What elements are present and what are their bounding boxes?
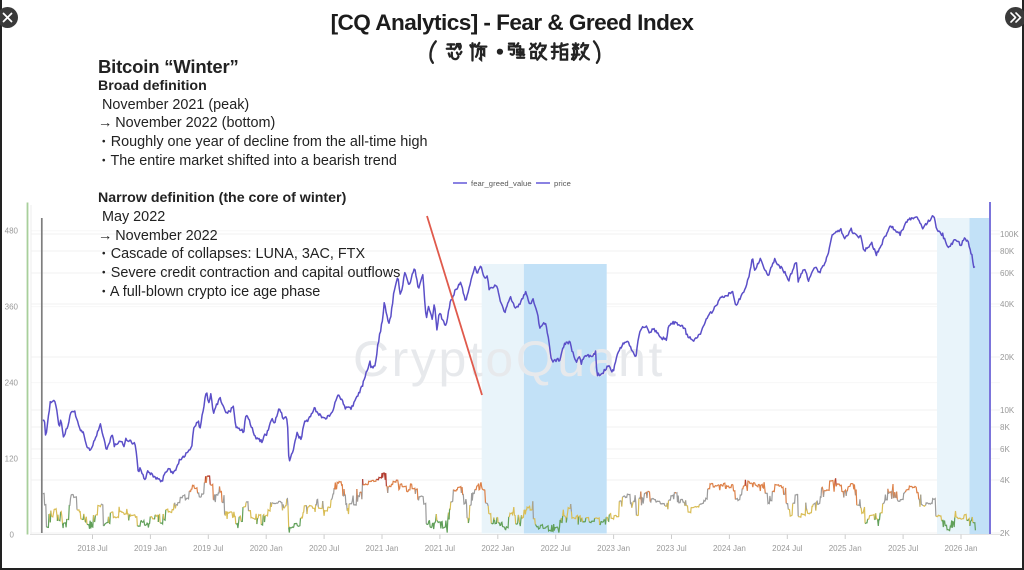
svg-text:240: 240 [5,379,19,388]
svg-text:2024 Jul: 2024 Jul [772,544,802,553]
svg-text:2024 Jan: 2024 Jan [713,544,746,553]
svg-text:2021 Jul: 2021 Jul [425,544,455,553]
svg-text:120: 120 [5,455,19,464]
svg-text:2025 Jan: 2025 Jan [829,544,862,553]
svg-text:20K: 20K [1000,353,1015,362]
svg-text:100K: 100K [1000,230,1019,239]
svg-text:2019 Jul: 2019 Jul [193,544,223,553]
svg-text:2025 Jul: 2025 Jul [888,544,918,553]
svg-text:price: price [554,179,571,188]
svg-text:2018 Jul: 2018 Jul [77,544,107,553]
svg-text:2026 Jan: 2026 Jan [945,544,978,553]
svg-text:40K: 40K [1000,300,1015,309]
svg-text:80K: 80K [1000,247,1015,256]
svg-text:2020 Jul: 2020 Jul [309,544,339,553]
svg-text:480: 480 [5,227,19,236]
svg-text:4K: 4K [1000,476,1010,485]
svg-text:2K: 2K [1000,529,1010,538]
svg-text:10K: 10K [1000,406,1015,415]
svg-text:CryptoQuant: CryptoQuant [353,331,665,387]
svg-text:2019 Jan: 2019 Jan [134,544,167,553]
svg-text:2023 Jan: 2023 Jan [597,544,630,553]
svg-text:2023 Jul: 2023 Jul [656,544,686,553]
svg-text:6K: 6K [1000,445,1010,454]
svg-text:360: 360 [5,303,19,312]
svg-text:0: 0 [10,531,15,540]
svg-text:fear_greed_value: fear_greed_value [471,179,532,188]
svg-text:2022 Jul: 2022 Jul [541,544,571,553]
svg-text:60K: 60K [1000,269,1015,278]
svg-text:8K: 8K [1000,423,1010,432]
svg-text:2020 Jan: 2020 Jan [250,544,283,553]
svg-text:2021 Jan: 2021 Jan [366,544,399,553]
svg-text:2022 Jan: 2022 Jan [481,544,514,553]
